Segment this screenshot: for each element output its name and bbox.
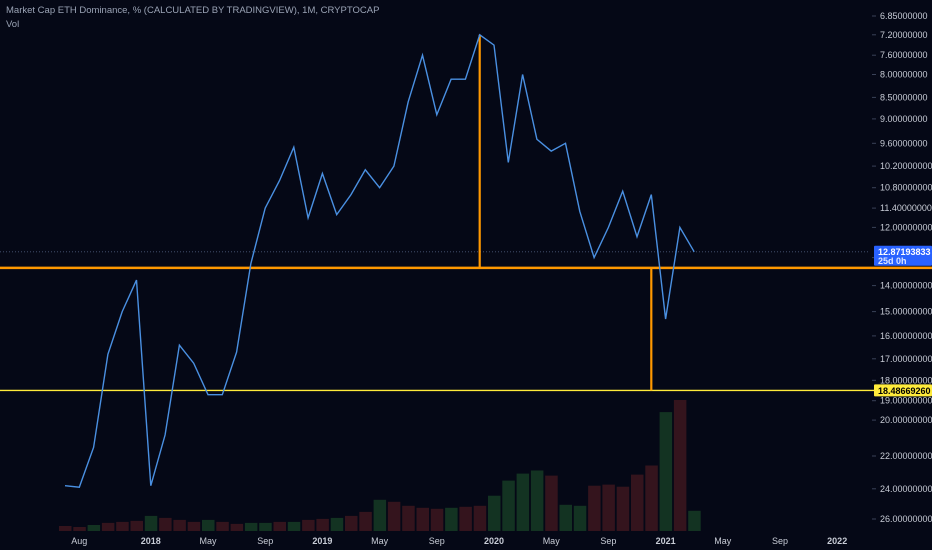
volume-bar <box>330 517 344 531</box>
volume-bar <box>345 515 358 531</box>
annotation-layer[interactable] <box>0 34 932 392</box>
volume-bar <box>445 507 458 531</box>
x-tick-label: May <box>714 536 732 546</box>
y-tick-label: 7.20000000 <box>880 30 928 40</box>
y-tick-label: 18.00000000 <box>880 375 932 385</box>
x-tick-label: Sep <box>429 536 445 546</box>
x-tick-label: 2021 <box>656 536 676 546</box>
volume-bar <box>530 470 544 531</box>
y-tick-label: 15.00000000 <box>880 307 932 317</box>
y-tick-label: 22.00000000 <box>880 451 932 461</box>
volume-bar <box>202 519 215 531</box>
volume-bar <box>416 507 429 531</box>
y-axis[interactable]: 6.85000000 7.20000000 7.60000000 8.00000000… <box>872 11 932 524</box>
price-line <box>64 33 695 488</box>
x-tick-label: Sep <box>772 536 788 546</box>
y-tick-label: 26.00000000 <box>880 514 932 524</box>
x-tick-label: 2019 <box>312 536 332 546</box>
volume-bar <box>144 515 158 531</box>
volume-bar <box>459 506 472 531</box>
volume-bar <box>116 521 129 531</box>
x-tick-label: Aug <box>71 536 87 546</box>
volume-bar <box>631 474 644 531</box>
volume-bar <box>573 505 587 531</box>
yellow-line-value: 18.48669260 <box>878 386 931 396</box>
volume-bar <box>187 521 201 531</box>
volume-bar <box>359 511 372 531</box>
volume-bar <box>216 521 229 531</box>
x-tick-label: 2020 <box>484 536 504 546</box>
volume-bar <box>516 473 530 531</box>
volume-bar <box>73 527 86 531</box>
volume-bar <box>159 517 172 531</box>
volume-bar <box>659 412 673 531</box>
x-axis[interactable]: Aug 2018 May Sep 2019 May Sep 2020 May Sep 2021 May… <box>71 536 847 546</box>
y-tick-label: 9.60000000 <box>880 138 928 148</box>
x-tick-label: 2022 <box>827 536 847 546</box>
volume-bar <box>87 525 101 531</box>
y-tick-label: 9.00000000 <box>880 114 928 124</box>
volume-bar <box>230 523 244 531</box>
volume-bar <box>287 521 301 531</box>
volume-bar <box>430 508 444 531</box>
y-tick-label: 20.00000000 <box>880 415 932 425</box>
volume-bar <box>244 522 258 531</box>
y-tick-label: 19.00000000 <box>880 396 932 406</box>
volume-bar <box>59 526 72 531</box>
volume-bar <box>559 504 572 531</box>
volume-bar <box>101 522 115 531</box>
x-tick-label: May <box>543 536 561 546</box>
x-tick-label: May <box>371 536 389 546</box>
volume-bar <box>616 486 630 531</box>
x-tick-label: Sep <box>257 536 273 546</box>
volume-bar <box>302 519 315 531</box>
volume-bar <box>502 480 515 531</box>
volume-bar <box>645 465 658 531</box>
y-tick-label: 7.60000000 <box>880 50 928 60</box>
volume-bar <box>387 501 401 531</box>
volume-label: Vol <box>6 19 20 30</box>
volume-bar <box>473 505 487 531</box>
y-tick-label: 24.00000000 <box>880 484 932 494</box>
y-tick-label: 16.00000000 <box>880 331 932 341</box>
volume-bar <box>316 518 329 531</box>
y-tick-label: 14.00000000 <box>880 281 932 291</box>
current-price-value: 12.87193833 <box>878 247 931 257</box>
volume-bar <box>402 505 415 531</box>
candle-countdown: 25d 0h <box>878 256 907 266</box>
y-tick-label: 11.40000000 <box>880 203 932 213</box>
y-tick-label: 10.80000000 <box>880 183 932 193</box>
y-tick-label: 17.00000000 <box>880 354 932 364</box>
volume-bar <box>373 499 387 531</box>
y-tick-label: 8.50000000 <box>880 92 928 102</box>
volume-bar <box>259 522 272 531</box>
volume-bar <box>688 510 701 531</box>
volume-bar <box>488 495 501 531</box>
volume-bar <box>602 484 615 531</box>
volume-bar <box>673 400 687 531</box>
volume-bar <box>273 521 286 531</box>
volume-layer <box>59 400 701 531</box>
x-tick-label: May <box>199 536 217 546</box>
volume-bar <box>545 475 558 531</box>
chart-title: Market Cap ETH Dominance, % (CALCULATED … <box>6 5 380 16</box>
volume-bar <box>130 520 143 531</box>
x-tick-label: Sep <box>600 536 616 546</box>
y-tick-label: 10.20000000 <box>880 161 932 171</box>
current-price-tag <box>874 245 932 266</box>
y-tick-label: 8.00000000 <box>880 70 928 80</box>
volume-bar <box>173 519 186 531</box>
volume-bar <box>588 485 601 531</box>
y-tick-label: 6.85000000 <box>880 11 928 21</box>
y-tick-label: 12.00000000 <box>880 222 932 232</box>
x-tick-label: 2018 <box>141 536 161 546</box>
yellow-line-tag <box>874 384 932 397</box>
